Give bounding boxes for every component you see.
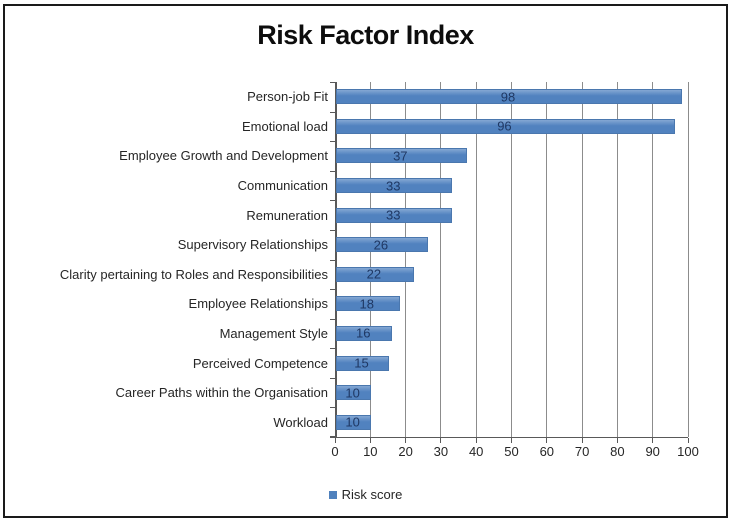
- y-axis-tick: [330, 141, 335, 142]
- y-axis-tick: [330, 407, 335, 408]
- x-axis-tick-label: 60: [539, 444, 555, 459]
- bar: [336, 266, 414, 282]
- bar: [336, 148, 467, 164]
- gridline: [652, 82, 654, 437]
- bar: [336, 355, 389, 371]
- bar-value-label: 22: [366, 266, 382, 282]
- chart-frame: Risk Factor Index Person-job Fit Emotiona…: [3, 4, 728, 518]
- y-axis-tick: [330, 200, 335, 201]
- x-axis-tick: [616, 438, 618, 443]
- legend-marker-icon: [328, 490, 337, 499]
- bar-value-label: 33: [386, 207, 401, 223]
- y-axis-tick: [330, 348, 335, 349]
- category-label: Career Paths within the Organisation: [115, 385, 328, 401]
- x-axis-tick: [652, 438, 654, 443]
- category-label: Perceived Competence: [192, 355, 328, 371]
- bar-value-label: 10: [345, 385, 360, 401]
- gridline: [440, 82, 442, 437]
- bar: [336, 414, 372, 430]
- x-axis-tick: [475, 438, 477, 443]
- gridline: [405, 82, 407, 437]
- bar: [336, 178, 453, 194]
- x-axis-tick: [334, 438, 336, 443]
- y-axis-tick: [330, 230, 335, 231]
- x-axis-line: [330, 437, 688, 438]
- bar-value-label: 26: [373, 237, 389, 253]
- category-label: Management Style: [219, 325, 328, 341]
- gridline: [616, 82, 618, 437]
- bar-value-label: 98: [500, 89, 516, 105]
- bar-value-label: 16: [356, 325, 371, 341]
- bar: [336, 296, 400, 312]
- gridline: [475, 82, 477, 437]
- bar: [336, 237, 428, 253]
- gridline: [546, 82, 548, 437]
- x-axis-tick-label: 90: [645, 444, 660, 459]
- bar-value-label: 10: [345, 414, 360, 430]
- bar: [336, 207, 453, 223]
- category-label: Employee Growth and Development: [119, 148, 328, 164]
- x-axis-tick-label: 20: [398, 444, 413, 459]
- y-axis-tick: [330, 289, 335, 290]
- x-axis-tick-label: 10: [363, 444, 378, 459]
- plot-area: 98 96 37 33 33 26 22 18 16 15 10 10: [330, 82, 689, 443]
- x-axis-tick: [511, 438, 512, 443]
- x-axis-tick-label: 50: [504, 444, 519, 459]
- chart-title: Risk Factor Index: [257, 20, 474, 50]
- gridline: [581, 82, 583, 437]
- x-axis-tick: [369, 438, 371, 443]
- category-label: Emotional load: [242, 118, 328, 134]
- x-axis-tick-label: 70: [574, 444, 590, 459]
- y-axis-tick: [330, 171, 335, 172]
- gridline: [687, 82, 689, 437]
- y-axis-tick: [330, 82, 335, 83]
- x-axis-tick: [440, 438, 442, 443]
- category-label: Supervisory Relationships: [177, 237, 328, 253]
- y-axis-line: [335, 82, 337, 437]
- y-axis-tick: [330, 112, 335, 113]
- y-axis-tick: [330, 436, 335, 437]
- category-label: Remuneration: [246, 207, 328, 223]
- bar-value-label: 37: [393, 148, 408, 164]
- category-label: Person-job Fit: [247, 89, 328, 105]
- x-axis-tick: [687, 438, 689, 443]
- x-axis-tick-label: 80: [610, 444, 625, 459]
- category-axis-labels: Person-job Fit Emotional load Employee Gro…: [13, 82, 328, 437]
- x-axis-tick-label: 0: [331, 444, 339, 459]
- bar-value-label: 96: [497, 118, 512, 134]
- category-label: Clarity pertaining to Roles and Responsi…: [59, 266, 328, 282]
- category-label: Workload: [273, 414, 328, 430]
- x-axis-tick: [581, 438, 583, 443]
- bar-value-label: 18: [359, 296, 374, 312]
- category-label: Employee Relationships: [188, 296, 328, 312]
- bar-value-label: 15: [354, 355, 369, 371]
- legend-label: Risk score: [341, 487, 403, 502]
- x-axis-tick: [405, 438, 407, 443]
- bar: [336, 325, 393, 341]
- category-label: Communication: [237, 178, 328, 194]
- x-axis-tick: [546, 438, 548, 443]
- bar: [336, 385, 372, 401]
- y-axis-tick: [330, 260, 335, 261]
- gridline: [369, 82, 371, 437]
- bar: [336, 89, 682, 105]
- gridline: [511, 82, 512, 437]
- y-axis-tick: [330, 378, 335, 379]
- x-axis-tick-label: 40: [468, 444, 484, 459]
- value-axis-labels: 0 10 20 30 40 50 60 70 80 90 100: [331, 444, 698, 460]
- x-axis-tick-label: 100: [677, 444, 699, 459]
- y-axis-tick: [330, 319, 335, 320]
- bar-value-label: 33: [386, 178, 401, 194]
- legend: Risk score: [5, 487, 726, 502]
- x-axis-tick-label: 30: [433, 444, 449, 459]
- bar: [336, 118, 675, 134]
